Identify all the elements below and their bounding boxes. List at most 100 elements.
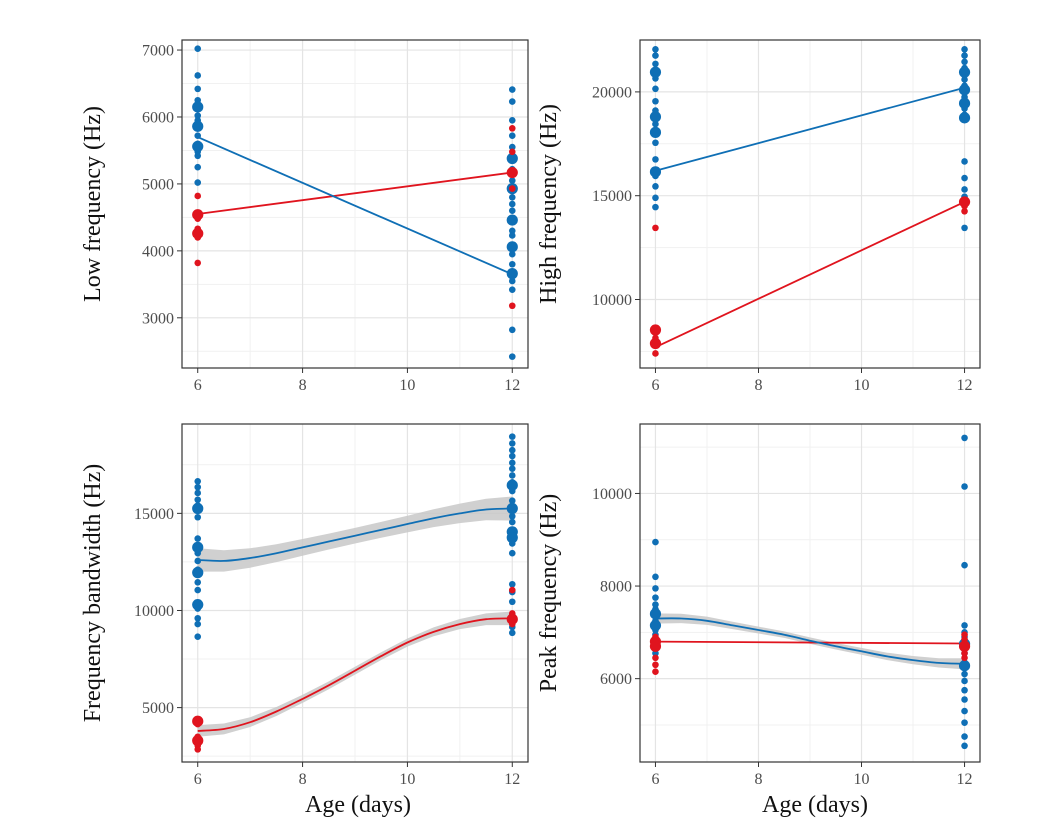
red-mean-point xyxy=(649,337,662,350)
blue-mean-point xyxy=(192,567,204,579)
red-mean-point xyxy=(506,166,518,179)
red-mean-point xyxy=(192,209,204,221)
blue-data-point xyxy=(194,535,202,542)
blue-mean-point xyxy=(649,126,662,138)
blue-data-point xyxy=(652,573,659,581)
blue-data-point xyxy=(508,326,516,334)
blue-data-point xyxy=(652,60,659,68)
y-tick-label: 5000 xyxy=(142,176,174,193)
panel-high-frequency: 6 8 10 12 10000 15000 20000 High frequency (Hz) xyxy=(536,39,981,394)
blue-mean-point xyxy=(958,660,971,672)
blue-data-point xyxy=(194,45,202,53)
blue-data-point xyxy=(194,163,202,171)
red-fit-line xyxy=(655,201,965,349)
y-tick-label: 4000 xyxy=(142,243,174,260)
blue-data-point xyxy=(508,433,516,440)
y-tick-label: 3000 xyxy=(142,310,174,327)
blue-data-point xyxy=(508,132,516,140)
red-mean-point xyxy=(192,735,204,747)
red-data-point xyxy=(508,302,516,310)
x-tick-label: 6 xyxy=(194,377,202,394)
blue-mean-point xyxy=(506,214,518,226)
x-tick-label: 12 xyxy=(957,377,973,394)
blue-data-point xyxy=(652,538,659,546)
x-tick-label: 6 xyxy=(651,771,659,788)
red-data-point xyxy=(508,125,516,132)
blue-data-point xyxy=(508,580,516,588)
blue-data-point xyxy=(194,557,202,565)
blue-data-point xyxy=(194,496,202,504)
blue-mean-point xyxy=(958,84,971,96)
blue-data-point xyxy=(961,186,968,193)
x-tick-label: 10 xyxy=(399,377,415,394)
x-tick-label: 6 xyxy=(651,377,659,394)
blue-data-point xyxy=(194,85,202,93)
blue-data-point xyxy=(508,440,516,447)
y-tick-label: 10000 xyxy=(592,292,632,309)
red-data-point xyxy=(961,631,968,638)
blue-data-point xyxy=(961,158,968,165)
blue-data-point xyxy=(508,227,516,235)
x-tick-label: 10 xyxy=(854,377,870,394)
blue-data-point xyxy=(652,46,659,53)
blue-mean-point xyxy=(649,166,662,178)
red-data-point xyxy=(652,668,659,676)
blue-mean-point xyxy=(649,619,662,632)
blue-mean-point xyxy=(506,479,518,491)
blue-data-point xyxy=(194,620,202,628)
blue-mean-point xyxy=(649,111,662,123)
blue-data-point xyxy=(508,353,516,360)
y-axis-title: Peak frequency (Hz) xyxy=(536,494,562,693)
blue-data-point xyxy=(508,446,516,454)
blue-mean-point xyxy=(958,66,971,78)
blue-data-point xyxy=(194,132,202,140)
red-data-point xyxy=(652,654,659,662)
y-axis-title: Low frequency (Hz) xyxy=(80,106,106,302)
blue-data-point xyxy=(652,194,659,202)
blue-mean-point xyxy=(649,608,662,620)
y-tick-label: 15000 xyxy=(592,188,632,205)
blue-data-point xyxy=(508,629,516,637)
blue-fit-line xyxy=(655,86,965,172)
blue-data-point xyxy=(961,58,968,66)
blue-mean-point xyxy=(192,101,204,113)
blue-mean-point xyxy=(192,541,204,553)
panel-border xyxy=(181,39,529,369)
blue-data-point xyxy=(961,622,968,629)
blue-data-point xyxy=(961,733,968,740)
blue-data-point xyxy=(194,478,202,485)
x-axis-title-left: Age (days) xyxy=(305,792,411,818)
x-tick-label: 6 xyxy=(194,771,202,788)
blue-data-point xyxy=(652,156,659,163)
blue-data-point xyxy=(508,194,516,201)
blue-mean-point xyxy=(506,532,518,544)
blue-data-point xyxy=(508,518,516,526)
blue-mean-point xyxy=(958,97,971,109)
blue-mean-point xyxy=(506,502,518,515)
blue-data-point xyxy=(508,232,516,239)
blue-data-point xyxy=(194,513,202,521)
blue-mean-point xyxy=(649,66,662,78)
blue-fit-line xyxy=(197,507,513,562)
blue-data-point xyxy=(508,200,516,208)
red-data-point xyxy=(194,746,202,753)
red-mean-point xyxy=(958,640,971,652)
y-tick-label: 10000 xyxy=(134,603,174,620)
blue-mean-point xyxy=(506,152,518,165)
x-axis-title-right: Age (days) xyxy=(762,792,868,818)
red-mean-point xyxy=(506,613,518,625)
blue-data-point xyxy=(652,585,659,592)
blue-data-point xyxy=(652,203,659,211)
blue-data-point xyxy=(652,139,659,147)
blue-fit-line xyxy=(655,617,965,665)
x-tick-label: 10 xyxy=(854,771,870,788)
blue-data-point xyxy=(508,98,516,105)
blue-fit-line xyxy=(197,136,513,276)
blue-data-point xyxy=(652,52,659,59)
red-mean-point xyxy=(649,324,662,336)
x-tick-label: 10 xyxy=(399,771,415,788)
blue-mean-point xyxy=(192,599,204,611)
blue-data-point xyxy=(961,46,968,53)
blue-data-point xyxy=(508,472,516,479)
